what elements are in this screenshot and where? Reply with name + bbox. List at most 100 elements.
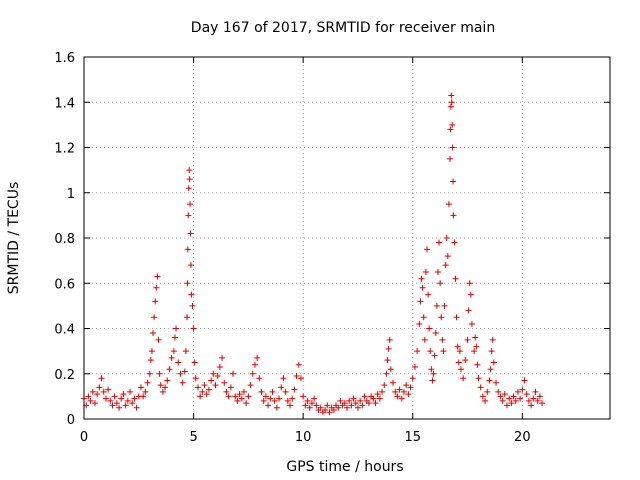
data-point — [304, 397, 311, 404]
data-point — [357, 397, 364, 404]
data-point — [324, 402, 331, 409]
data-point — [191, 359, 198, 366]
data-point — [453, 314, 460, 321]
data-point — [376, 395, 383, 402]
data-point — [523, 391, 530, 398]
data-point — [223, 388, 230, 395]
data-point — [445, 201, 452, 208]
data-point — [466, 280, 473, 287]
data-point — [116, 404, 123, 411]
data-point — [434, 268, 441, 275]
data-point — [385, 345, 392, 352]
data-point — [284, 397, 291, 404]
data-point — [89, 388, 96, 395]
data-point — [474, 361, 481, 368]
data-point — [403, 382, 410, 389]
data-point — [330, 406, 337, 413]
data-point — [455, 359, 462, 366]
data-point — [361, 393, 368, 400]
data-point — [102, 395, 109, 402]
data-point — [302, 402, 309, 409]
data-point — [486, 377, 493, 384]
data-point — [448, 99, 455, 106]
data-point — [488, 348, 495, 355]
x-tick-label: 0 — [80, 430, 88, 445]
data-point — [431, 352, 438, 359]
data-point — [447, 155, 454, 162]
data-point — [443, 235, 450, 241]
data-point — [152, 298, 159, 305]
data-point — [359, 402, 366, 409]
data-point — [416, 320, 423, 327]
data-point — [430, 370, 437, 377]
x-axis-title: GPS time / hours — [286, 459, 403, 475]
data-point — [137, 384, 144, 391]
data-point — [429, 377, 436, 384]
y-tick-label: 1 — [67, 187, 75, 202]
data-point — [420, 314, 427, 321]
data-point — [131, 395, 138, 402]
data-point — [269, 388, 276, 395]
data-point — [489, 336, 496, 343]
data-point — [381, 382, 388, 389]
data-point — [212, 382, 219, 389]
data-point — [120, 391, 127, 398]
data-point — [219, 354, 226, 361]
data-point — [428, 366, 435, 373]
data-point — [452, 275, 459, 282]
data-point — [199, 388, 206, 395]
data-point — [188, 291, 195, 298]
data-point — [346, 397, 353, 404]
grid-lines — [84, 57, 610, 419]
data-point — [142, 388, 149, 395]
data-point — [168, 354, 175, 361]
data-point — [205, 386, 212, 393]
data-point — [450, 212, 457, 219]
x-tick-label: 5 — [189, 430, 197, 445]
data-point — [133, 404, 140, 411]
data-point — [370, 395, 377, 402]
data-point — [317, 404, 324, 411]
data-point — [460, 375, 467, 382]
data-point — [462, 357, 469, 364]
data-point — [335, 404, 342, 411]
data-point — [405, 391, 412, 398]
data-point — [225, 393, 232, 400]
data-point — [422, 268, 429, 275]
data-point — [111, 393, 118, 400]
data-point — [124, 397, 131, 404]
data-point — [311, 395, 318, 402]
axis-ticks: 0 0.2 0.4 0.6 0.8 1 1.2 1.4 1.6 0 5 10 15 20 — [54, 51, 610, 445]
data-point — [467, 291, 474, 298]
data-point — [384, 357, 391, 364]
data-point — [146, 370, 153, 377]
data-point — [273, 404, 280, 411]
x-tick-label: 10 — [295, 430, 312, 445]
data-point — [85, 393, 92, 400]
data-point — [210, 370, 217, 377]
data-point — [448, 92, 455, 99]
data-point — [447, 103, 454, 110]
data-point — [236, 391, 243, 398]
data-point — [426, 325, 433, 332]
data-point — [365, 400, 372, 407]
data-point — [192, 375, 199, 382]
data-point — [118, 395, 125, 402]
data-point — [468, 320, 475, 327]
data-point — [454, 343, 461, 350]
data-point — [282, 388, 289, 395]
data-point — [245, 393, 252, 400]
data-point — [300, 393, 307, 400]
data-point — [147, 357, 154, 364]
data-point — [105, 386, 112, 393]
y-tick-label: 0.2 — [54, 368, 75, 383]
data-point — [423, 246, 430, 253]
data-point — [187, 201, 194, 208]
data-point — [390, 379, 397, 386]
data-point — [258, 388, 265, 395]
data-point — [238, 395, 245, 402]
data-point — [187, 230, 194, 237]
x-tick-label: 15 — [404, 430, 421, 445]
data-point — [451, 239, 458, 246]
data-point — [247, 382, 254, 389]
